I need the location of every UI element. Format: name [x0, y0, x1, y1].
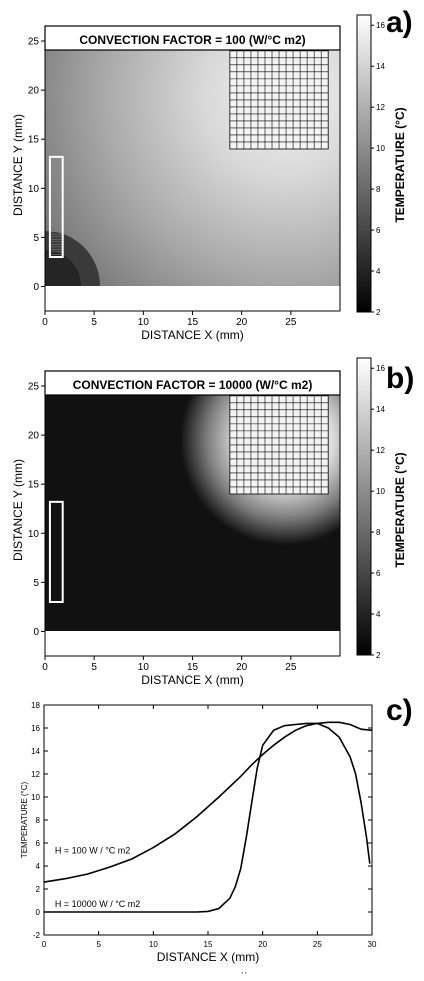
x-tick-label: 10: [149, 940, 158, 949]
x-tick-label: 5: [96, 940, 101, 949]
colorbar-tick-label: 2: [376, 308, 381, 317]
panel-label-a: a): [386, 6, 413, 39]
y-tick-label: 4: [36, 862, 41, 871]
y-tick-label: 15: [28, 480, 40, 491]
y-tick-label: 20: [28, 86, 40, 97]
y-tick-label: 8: [36, 816, 41, 825]
y-tick-label: -2: [33, 931, 41, 940]
panel-label-c: c): [386, 694, 413, 727]
chart-title-a: CONVECTION FACTOR = 100 (W/°C m2): [79, 33, 305, 47]
colorbar-tick-label: 16: [376, 364, 385, 373]
y-tick-label: 16: [31, 724, 40, 733]
series-label-1: H = 10000 W / °C m2: [55, 899, 140, 909]
panel-label-b: b): [386, 362, 414, 395]
x-axis-label-c: DISTANCE X (mm): [157, 950, 259, 964]
y-tick-label: 10: [31, 793, 40, 802]
x-tick-label: 30: [368, 940, 377, 949]
x-axis-label-a: DISTANCE X (mm): [141, 328, 243, 342]
colorbar-tick-label: 16: [376, 21, 385, 30]
y-tick-label: 6: [36, 839, 41, 848]
colorbar-label-b: TEMPERATURE (°C): [393, 452, 407, 567]
x-tick-label: 5: [91, 317, 97, 328]
x-tick-label: 0: [42, 662, 48, 673]
y-tick-label: 25: [28, 37, 40, 48]
colorbar-tick-label: 8: [376, 528, 381, 537]
y-tick-label: 10: [28, 184, 40, 195]
y-tick-label: 5: [33, 233, 39, 244]
x-tick-label: 15: [187, 317, 199, 328]
x-tick-label: 10: [138, 662, 150, 673]
colorbar-label-a: TEMPERATURE (°C): [393, 107, 407, 222]
y-tick-label: 20: [28, 431, 40, 442]
y-tick-label: 10: [28, 529, 40, 540]
x-tick-label: 25: [313, 940, 322, 949]
colorbar-tick-label: 4: [376, 610, 381, 619]
colorbar-tick-label: 14: [376, 405, 385, 414]
series-line-1: [44, 722, 371, 913]
colorbar-tick-label: 12: [376, 103, 385, 112]
x-tick-label: 0: [42, 940, 47, 949]
x-tick-label: 20: [236, 317, 248, 328]
colorbar-tick-label: 4: [376, 267, 381, 276]
x-tick-label: 15: [187, 662, 199, 673]
y-tick-label: 18: [31, 701, 40, 710]
colorbar-tick-label: 8: [376, 185, 381, 194]
colorbar-b: [356, 357, 372, 656]
x-tick-label: 5: [91, 662, 97, 673]
y-tick-label: 15: [28, 135, 40, 146]
heat-source-grid-b: [229, 395, 329, 495]
colorbar-a: [356, 14, 372, 313]
y-axis-label-a: DISTANCE Y (mm): [11, 114, 25, 216]
colorbar-tick-label: 6: [376, 569, 381, 578]
series-label-0: H = 100 W / °C m2: [55, 845, 130, 855]
y-tick-label: 12: [31, 770, 40, 779]
colorbar-tick-label: 10: [376, 144, 385, 153]
chart-title-b: CONVECTION FACTOR = 10000 (W/°C m2): [73, 378, 313, 392]
colorbar-tick-label: 6: [376, 226, 381, 235]
heat-source-grid-a: [229, 50, 329, 150]
title-box-b: [44, 370, 341, 396]
footer-mark: ' ': [241, 971, 247, 980]
y-axis-label-b: DISTANCE Y (mm): [11, 459, 25, 561]
x-tick-label: 20: [236, 662, 248, 673]
y-tick-label: 0: [33, 627, 39, 638]
x-tick-label: 0: [42, 317, 48, 328]
y-tick-label: 14: [31, 747, 40, 756]
x-tick-label: 10: [138, 317, 150, 328]
colorbar-tick-label: 10: [376, 487, 385, 496]
x-tick-label: 15: [204, 940, 213, 949]
x-axis-label-b: DISTANCE X (mm): [141, 673, 243, 687]
series-line-0: [43, 721, 373, 883]
y-tick-label: 25: [28, 382, 40, 393]
x-tick-label: 20: [258, 940, 267, 949]
x-tick-label: 25: [285, 662, 297, 673]
colorbar-tick-label: 2: [376, 651, 381, 660]
x-tick-label: 25: [285, 317, 297, 328]
y-tick-label: 2: [36, 885, 41, 894]
y-axis-label-c: TEMPERATURE (°C): [20, 781, 29, 858]
sensor-strip-a: [48, 155, 64, 258]
y-tick-label: 0: [36, 908, 41, 917]
sensor-strip-b: [48, 500, 64, 604]
y-tick-label: 0: [33, 282, 39, 293]
colorbar-tick-label: 14: [376, 62, 385, 71]
y-tick-label: 5: [33, 578, 39, 589]
colorbar-tick-label: 12: [376, 446, 385, 455]
